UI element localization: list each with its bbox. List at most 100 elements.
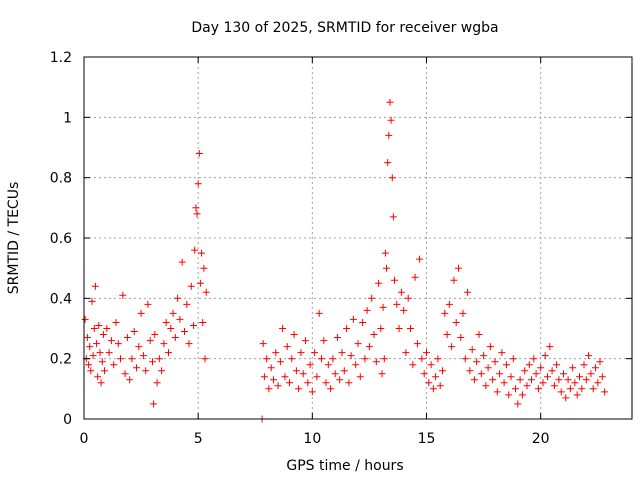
data-point [420, 370, 428, 378]
data-point [587, 370, 595, 378]
data-point [512, 385, 519, 393]
data-point [434, 355, 442, 363]
data-point [557, 388, 565, 396]
data-point [283, 343, 291, 351]
data-point [86, 343, 94, 351]
data-point [470, 376, 478, 384]
data-point [518, 391, 526, 399]
data-point [194, 180, 202, 188]
data-point [429, 385, 437, 393]
data-point [202, 288, 210, 296]
data-point [322, 379, 330, 387]
data-point [450, 276, 458, 284]
chart-title: Day 130 of 2025, SRMTID for receiver wgb… [191, 20, 498, 36]
data-point [594, 379, 602, 387]
data-point [532, 370, 540, 378]
data-point [582, 376, 590, 384]
data-point [195, 150, 203, 157]
data-point [81, 315, 89, 323]
data-point [525, 361, 533, 369]
data-point [550, 382, 558, 390]
axis-ticks: 0 0.2 0.4 0.6 0.8 1 1.2 0 5 10 15 20 [50, 50, 632, 447]
data-point [384, 159, 392, 167]
data-point [97, 379, 105, 387]
data-point [368, 294, 376, 302]
data-point [388, 174, 396, 182]
data-point [491, 358, 499, 366]
data-point [480, 352, 488, 360]
data-point [425, 379, 433, 387]
data-point [468, 346, 476, 354]
data-point [114, 340, 122, 348]
data-point [378, 370, 386, 378]
data-point [359, 319, 367, 326]
data-point [187, 282, 195, 290]
y-tick-label: 0.8 [50, 171, 72, 187]
data-point [571, 379, 579, 387]
data-point [432, 373, 440, 381]
data-point [306, 361, 314, 369]
data-point [288, 355, 296, 363]
data-point [500, 379, 508, 387]
data-point [149, 358, 156, 366]
data-point [151, 331, 159, 338]
data-point [377, 325, 385, 332]
data-point [484, 364, 492, 372]
data-point [345, 379, 353, 387]
data-point [379, 303, 387, 311]
data-point [142, 367, 150, 375]
data-point [83, 334, 91, 341]
data-point [423, 349, 430, 357]
data-point [85, 361, 93, 369]
data-point [354, 340, 362, 348]
data-point [455, 264, 462, 272]
data-points [81, 98, 609, 423]
data-point [393, 300, 401, 308]
data-point [443, 331, 451, 338]
data-point [272, 349, 280, 357]
y-tick-label: 0 [63, 412, 72, 428]
data-point [201, 355, 209, 363]
data-point [445, 300, 453, 308]
y-tick-label: 0.6 [50, 231, 72, 247]
data-point [580, 361, 588, 369]
data-point [89, 352, 97, 360]
data-point [436, 382, 444, 390]
data-point [441, 309, 449, 317]
data-point [477, 370, 485, 378]
data-point [110, 361, 118, 369]
data-point [88, 297, 96, 305]
data-point [475, 331, 483, 338]
data-point [276, 358, 284, 366]
data-point [112, 319, 120, 326]
data-point [356, 373, 364, 381]
data-point [457, 334, 465, 341]
data-point [158, 367, 166, 375]
data-point [523, 382, 531, 390]
data-point [174, 294, 182, 302]
data-point [259, 340, 267, 348]
data-point [534, 385, 542, 393]
data-point [530, 355, 538, 363]
data-point [281, 373, 289, 381]
data-point [343, 325, 351, 332]
data-point [569, 364, 577, 372]
data-point [121, 370, 129, 378]
data-point [521, 367, 529, 375]
data-point [95, 322, 103, 329]
data-point [361, 355, 369, 363]
x-tick-label: 5 [194, 431, 203, 447]
data-point [99, 331, 107, 338]
data-point [270, 376, 277, 384]
data-point [178, 258, 186, 266]
data-point [200, 264, 208, 272]
data-point [290, 331, 298, 338]
data-point [505, 391, 513, 399]
data-point [196, 279, 204, 287]
data-point [400, 306, 408, 314]
data-point [130, 328, 138, 335]
data-point [347, 352, 355, 360]
x-tick-label: 0 [80, 431, 89, 447]
data-point [160, 340, 168, 348]
